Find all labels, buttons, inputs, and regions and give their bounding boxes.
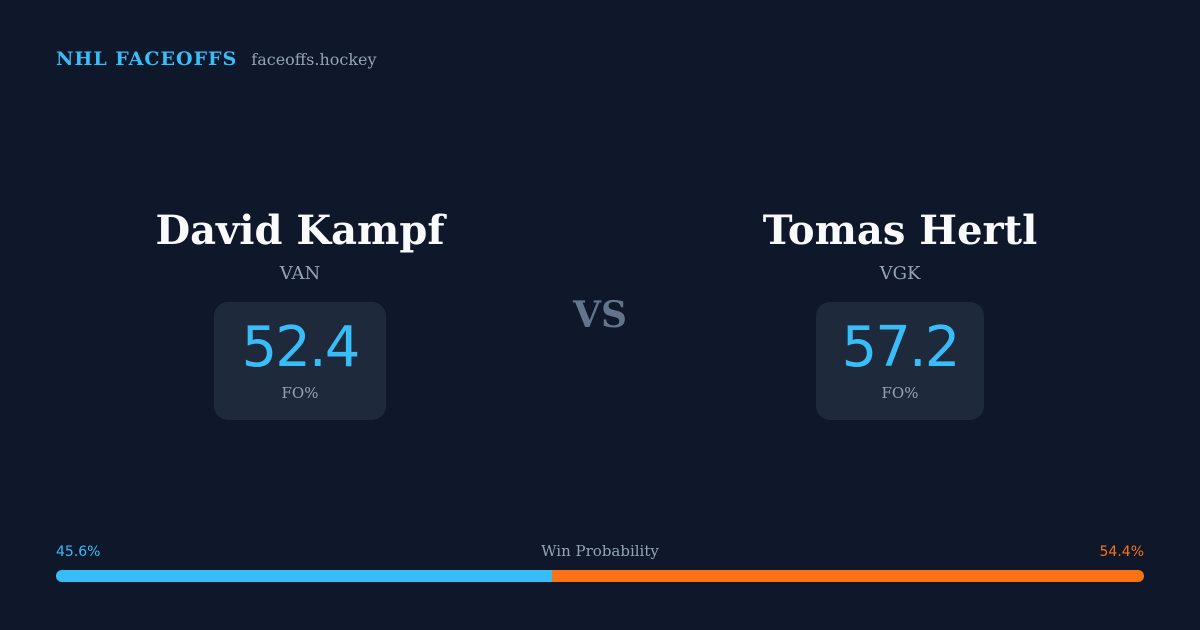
player-right-stat-card: 57.2 FO% bbox=[816, 302, 984, 420]
win-probability-bar bbox=[56, 570, 1144, 582]
player-right: Tomas Hertl VGK 57.2 FO% bbox=[700, 206, 1100, 420]
win-probability: 45.6% Win Probability 54.4% bbox=[56, 542, 1144, 582]
brand-site: faceoffs.hockey bbox=[251, 50, 377, 69]
brand-title: NHL FACEOFFS bbox=[56, 48, 238, 70]
player-right-fo-label: FO% bbox=[881, 384, 919, 402]
win-probability-title: Win Probability bbox=[541, 542, 659, 560]
win-probability-fill-left bbox=[56, 570, 553, 582]
win-probability-left-label: 45.6% bbox=[56, 544, 101, 560]
player-left-fo-label: FO% bbox=[281, 384, 319, 402]
player-left-stat-card: 52.4 FO% bbox=[214, 302, 386, 420]
player-right-name: Tomas Hertl bbox=[762, 207, 1038, 254]
win-probability-right-label: 54.4% bbox=[1099, 544, 1144, 560]
player-left-team: VAN bbox=[279, 263, 321, 284]
player-right-team: VGK bbox=[879, 263, 921, 284]
player-left-name: David Kampf bbox=[155, 207, 445, 254]
brand-header: NHL FACEOFFS faceoffs.hockey bbox=[56, 48, 377, 70]
win-probability-labels: 45.6% Win Probability 54.4% bbox=[56, 542, 1144, 564]
player-left: David Kampf VAN 52.4 FO% bbox=[100, 206, 500, 420]
win-probability-fill-right bbox=[552, 570, 1144, 582]
player-left-fo-value: 52.4 bbox=[241, 315, 361, 380]
player-right-fo-value: 57.2 bbox=[841, 315, 961, 380]
vs-label: VS bbox=[573, 294, 627, 336]
